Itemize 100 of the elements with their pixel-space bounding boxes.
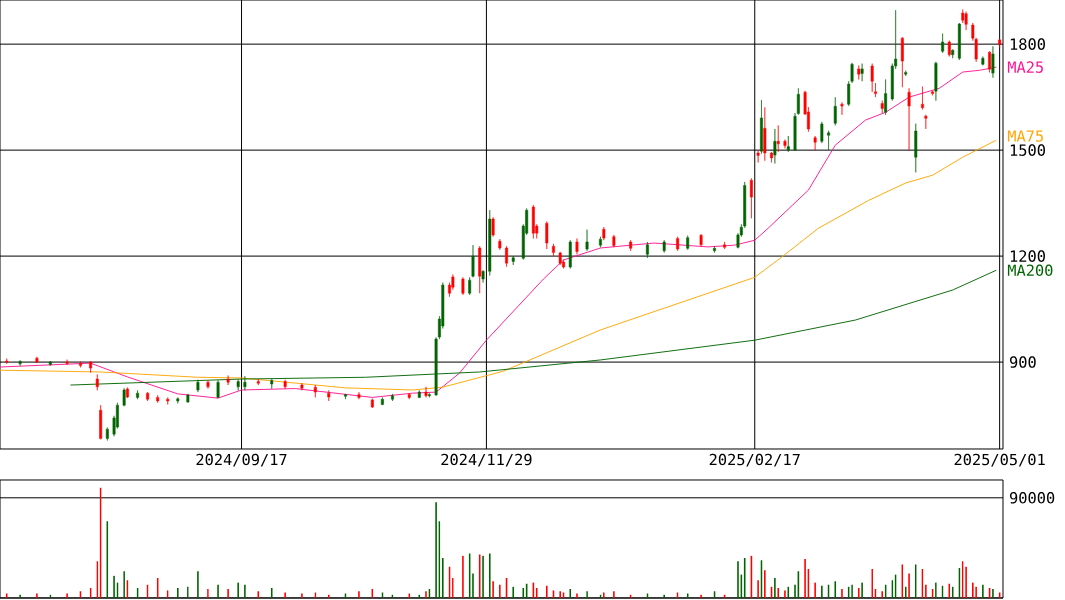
candlestick: [749, 178, 753, 219]
candlestick: [998, 38, 1002, 48]
x-tick-label: 2025/05/01: [954, 453, 1045, 467]
candlestick: [599, 236, 602, 248]
candlestick: [645, 241, 649, 259]
candlestick: [568, 239, 572, 269]
candlestick: [813, 135, 817, 151]
candlestick: [860, 63, 864, 82]
candlestick: [95, 374, 99, 391]
x-tick-label: 2025/02/17: [709, 453, 800, 467]
candlestick: [964, 11, 968, 31]
candlestick: [988, 50, 992, 73]
candlestick: [186, 393, 190, 403]
candlestick: [300, 383, 304, 391]
candlestick: [122, 387, 126, 407]
candlestick: [713, 245, 716, 253]
y-tick-label: 900: [1009, 356, 1036, 368]
x-tick-label: 2024/09/17: [196, 453, 287, 467]
candlestick: [957, 22, 961, 61]
candlestick: [991, 46, 995, 78]
candlestick: [947, 40, 951, 57]
line-series: [0, 66, 997, 399]
candlestick: [99, 404, 103, 440]
candlestick: [756, 149, 760, 163]
candlestick: [900, 36, 904, 88]
candlestick: [857, 65, 861, 80]
candlestick: [699, 233, 703, 247]
candlestick: [417, 390, 421, 399]
candlestick: [166, 397, 170, 405]
candlestick: [763, 107, 767, 161]
candlestick: [776, 125, 780, 153]
candlestick: [941, 33, 945, 54]
candlestick: [511, 255, 515, 266]
candlestick: [827, 130, 831, 151]
candlestick: [156, 395, 160, 403]
series-label: MA75: [1007, 130, 1043, 142]
candlestick: [481, 269, 485, 283]
candlestick: [880, 100, 884, 114]
candlestick: [773, 128, 777, 164]
candlestick: [662, 239, 666, 253]
candlestick: [471, 244, 475, 278]
candlestick: [552, 243, 555, 257]
candlestick: [884, 79, 888, 116]
y-tick-label: 90000: [1009, 492, 1055, 504]
candlestick: [344, 393, 347, 400]
series-label: MA25: [1007, 61, 1043, 73]
candlestick: [226, 375, 230, 386]
candlestick: [176, 397, 180, 404]
candlestick: [870, 63, 874, 93]
candlestick: [602, 226, 606, 241]
candlestick: [531, 204, 535, 239]
candlestick: [686, 235, 690, 251]
candlestick: [283, 379, 287, 389]
candlestick: [981, 56, 985, 66]
candlestick: [48, 360, 52, 366]
candlestick: [498, 238, 502, 251]
candlestick: [146, 391, 150, 402]
candlestick: [833, 96, 837, 126]
y-tick-label: 1500: [1010, 144, 1045, 156]
candlestick: [79, 361, 82, 368]
candlestick: [478, 245, 482, 294]
candlestick: [924, 114, 928, 130]
candlestick: [934, 61, 938, 101]
candlestick: [575, 238, 579, 255]
candlestick: [461, 277, 465, 296]
candlestick: [629, 239, 633, 252]
candlestick: [770, 151, 773, 163]
candlestick: [907, 88, 911, 151]
candlestick: [921, 86, 924, 110]
candlestick: [760, 99, 763, 154]
candlestick: [313, 384, 317, 398]
candlestick: [136, 390, 139, 400]
candlestick: [468, 277, 472, 296]
candlestick: [18, 360, 22, 366]
candlestick: [783, 139, 787, 149]
candlestick: [357, 391, 361, 400]
candlestick: [488, 209, 492, 276]
candlestick: [427, 392, 431, 398]
candlestick: [206, 380, 210, 389]
candlestick: [327, 390, 331, 402]
candlestick: [380, 397, 384, 406]
candlestick: [676, 236, 680, 252]
series-label: MA200: [1007, 264, 1053, 277]
candlestick: [931, 90, 934, 96]
candlestick: [256, 378, 260, 386]
candlestick: [904, 70, 908, 77]
candlestick: [545, 221, 549, 250]
candlestick: [585, 229, 589, 252]
candlestick: [391, 393, 394, 402]
candlestick: [951, 49, 955, 59]
candlestick: [407, 392, 411, 400]
candlestick: [105, 427, 109, 441]
candlestick: [491, 216, 495, 237]
candlestick: [505, 245, 508, 267]
candlestick: [35, 356, 39, 364]
candlestick: [914, 123, 918, 173]
candlestick: [5, 358, 9, 365]
y-tick-label: 1200: [1010, 250, 1045, 262]
x-tick-label: 2024/11/29: [441, 453, 532, 467]
y-tick-label: 1800: [1010, 38, 1045, 50]
